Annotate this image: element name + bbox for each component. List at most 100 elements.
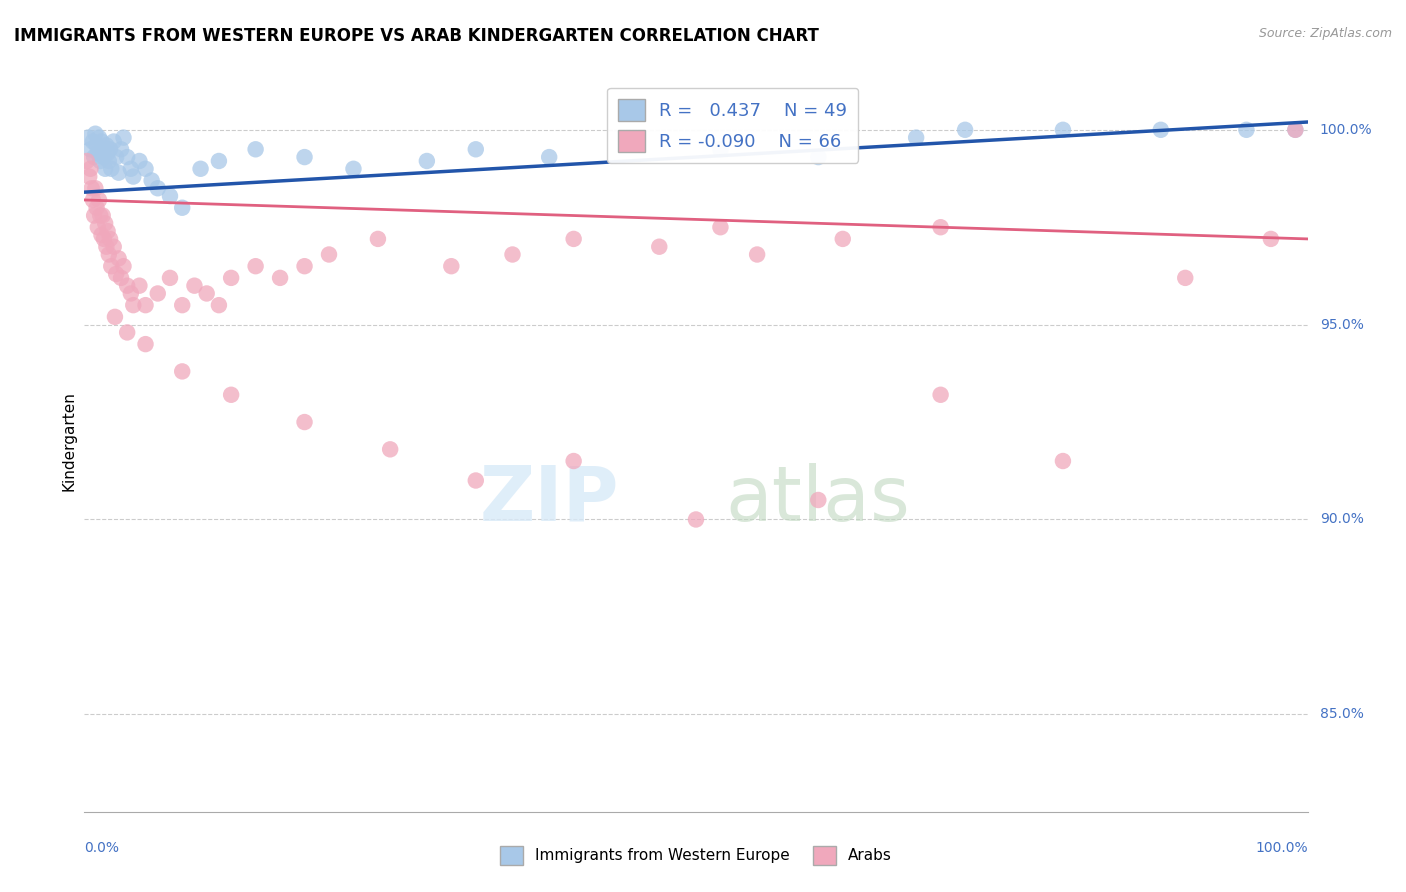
Point [103,240,125,254]
Point [538,150,561,164]
Point [105,150,128,164]
Point [807,493,830,508]
Point [747,247,769,261]
Point [84,181,107,195]
Point [709,142,731,156]
Point [440,259,463,273]
Point [501,247,523,261]
Point [107,166,129,180]
Point [103,135,125,149]
Point [77,169,100,184]
Point [195,286,218,301]
Point [100,161,122,176]
Point [929,388,952,402]
Point [245,259,267,273]
Point [94,216,117,230]
Point [807,150,830,164]
Point [685,512,707,526]
Point [159,271,181,285]
Point [79,142,101,156]
Point [318,247,340,261]
Point [87,146,110,161]
Point [208,153,231,168]
Point [91,142,114,156]
Point [416,153,439,168]
Point [83,150,105,164]
Point [953,123,976,137]
Point [1260,232,1282,246]
Point [98,142,121,156]
Point [294,259,316,273]
Point [93,232,115,246]
Point [84,127,107,141]
Point [87,193,110,207]
Point [98,232,121,246]
Point [86,138,108,153]
Point [112,130,135,145]
Point [77,130,100,145]
Point [110,271,132,285]
Point [135,337,157,351]
Text: 95.0%: 95.0% [1320,318,1364,332]
Point [87,130,110,145]
Point [562,232,585,246]
Point [905,130,928,145]
Point [929,220,952,235]
Point [122,298,145,312]
Point [219,388,242,402]
Point [464,142,486,156]
Point [1284,123,1306,137]
Point [97,146,120,161]
Point [624,135,647,149]
Point [1150,123,1173,137]
Point [141,173,163,187]
Point [159,189,181,203]
Point [648,240,671,254]
Point [120,286,142,301]
Point [342,161,364,176]
Point [135,161,157,176]
Point [86,201,108,215]
Point [208,298,231,312]
Point [128,278,150,293]
Point [82,135,104,149]
Point [135,298,157,312]
Point [464,474,486,488]
Text: 100.0%: 100.0% [1256,841,1308,855]
Point [128,153,150,168]
Point [105,267,128,281]
Point [115,150,138,164]
Point [245,142,267,156]
Point [107,252,129,266]
Text: 85.0%: 85.0% [1320,707,1364,722]
Point [219,271,242,285]
Point [90,135,112,149]
Point [172,201,194,215]
Point [294,150,316,164]
Point [79,161,101,176]
Text: 100.0%: 100.0% [1320,123,1372,136]
Legend: Immigrants from Western Europe, Arabs: Immigrants from Western Europe, Arabs [494,840,898,871]
Text: atlas: atlas [725,463,911,537]
Point [104,310,127,324]
Point [76,153,98,168]
Point [93,150,115,164]
Point [89,209,111,223]
Point [97,153,120,168]
Point [97,224,120,238]
Point [96,240,118,254]
Point [146,181,169,195]
Point [100,259,122,273]
Point [122,169,145,184]
Point [110,142,132,156]
Point [831,232,853,246]
Point [94,161,117,176]
Text: Source: ZipAtlas.com: Source: ZipAtlas.com [1258,27,1392,40]
Point [562,454,585,468]
Point [97,247,120,261]
Point [367,232,389,246]
Point [91,209,114,223]
Point [190,161,212,176]
Text: 0.0%: 0.0% [84,841,120,855]
Point [294,415,316,429]
